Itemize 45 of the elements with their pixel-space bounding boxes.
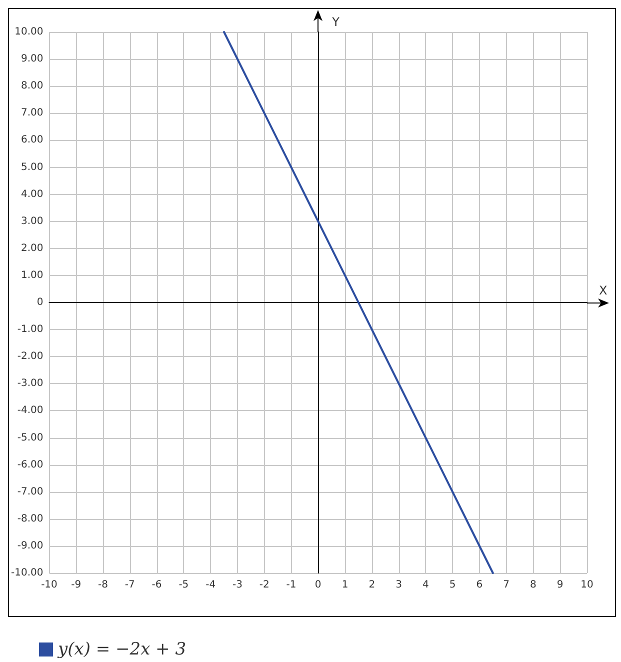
x-tick-label: -4 xyxy=(206,580,216,590)
x-tick-label: -5 xyxy=(178,580,189,590)
y-tick-label: 10.00 xyxy=(14,26,44,38)
y-tick-label: -2.00 xyxy=(17,351,44,362)
x-tick-label: -7 xyxy=(124,580,135,590)
y-tick-label: -9.00 xyxy=(17,540,44,552)
y-tick-label: 3.00 xyxy=(20,216,44,227)
x-tick-label: 10 xyxy=(580,580,594,590)
y-tick-label: 4.00 xyxy=(20,188,44,200)
x-tick-label: -3 xyxy=(232,580,242,590)
y-tick-label: -6.00 xyxy=(17,459,44,470)
y-tick-label: -1.00 xyxy=(17,324,44,336)
x-tick-label: 1 xyxy=(342,580,348,590)
y-tick-label: -5.00 xyxy=(17,432,44,444)
y-tick-label: -7.00 xyxy=(17,486,44,498)
x-tick-label: 8 xyxy=(530,580,536,590)
y-tick-label: -3.00 xyxy=(17,378,44,390)
y-tick-label: -10.00 xyxy=(10,568,44,578)
x-tick-label: 4 xyxy=(422,580,429,590)
x-tick-label: -9 xyxy=(71,580,82,590)
x-tick-label: -10 xyxy=(41,580,58,590)
x-axis-title: X xyxy=(599,284,608,298)
y-tick-label: 6.00 xyxy=(20,134,44,146)
x-tick-label: -1 xyxy=(286,580,296,590)
y-tick-label: 7.00 xyxy=(20,108,44,119)
x-tick-label: 7 xyxy=(503,580,510,590)
y-tick-label: 1.00 xyxy=(20,270,44,281)
y-tick-label: -8.00 xyxy=(17,513,44,524)
x-tick-label: -8 xyxy=(98,580,108,590)
x-tick-label: 9 xyxy=(556,580,564,590)
y-tick-label: 9.00 xyxy=(20,54,44,65)
legend-label: y(x) = −2x + 3 xyxy=(57,640,186,660)
x-tick-label: -2 xyxy=(259,580,270,590)
x-tick-label: 6 xyxy=(476,580,483,590)
x-tick-label: -6 xyxy=(152,580,162,590)
x-tick-label: 0 xyxy=(314,580,322,590)
y-tick-label: -4.00 xyxy=(17,405,44,416)
y-tick-label: 2.00 xyxy=(20,242,44,254)
x-tick-label: 5 xyxy=(449,580,456,590)
y-tick-label: 8.00 xyxy=(20,80,44,92)
y-tick-label: 0 xyxy=(36,297,44,308)
x-tick-label: 2 xyxy=(368,580,376,590)
x-tick-label: 3 xyxy=(396,580,402,590)
y-tick-label: 5.00 xyxy=(20,162,44,173)
y-axis-title: Y xyxy=(331,15,340,29)
